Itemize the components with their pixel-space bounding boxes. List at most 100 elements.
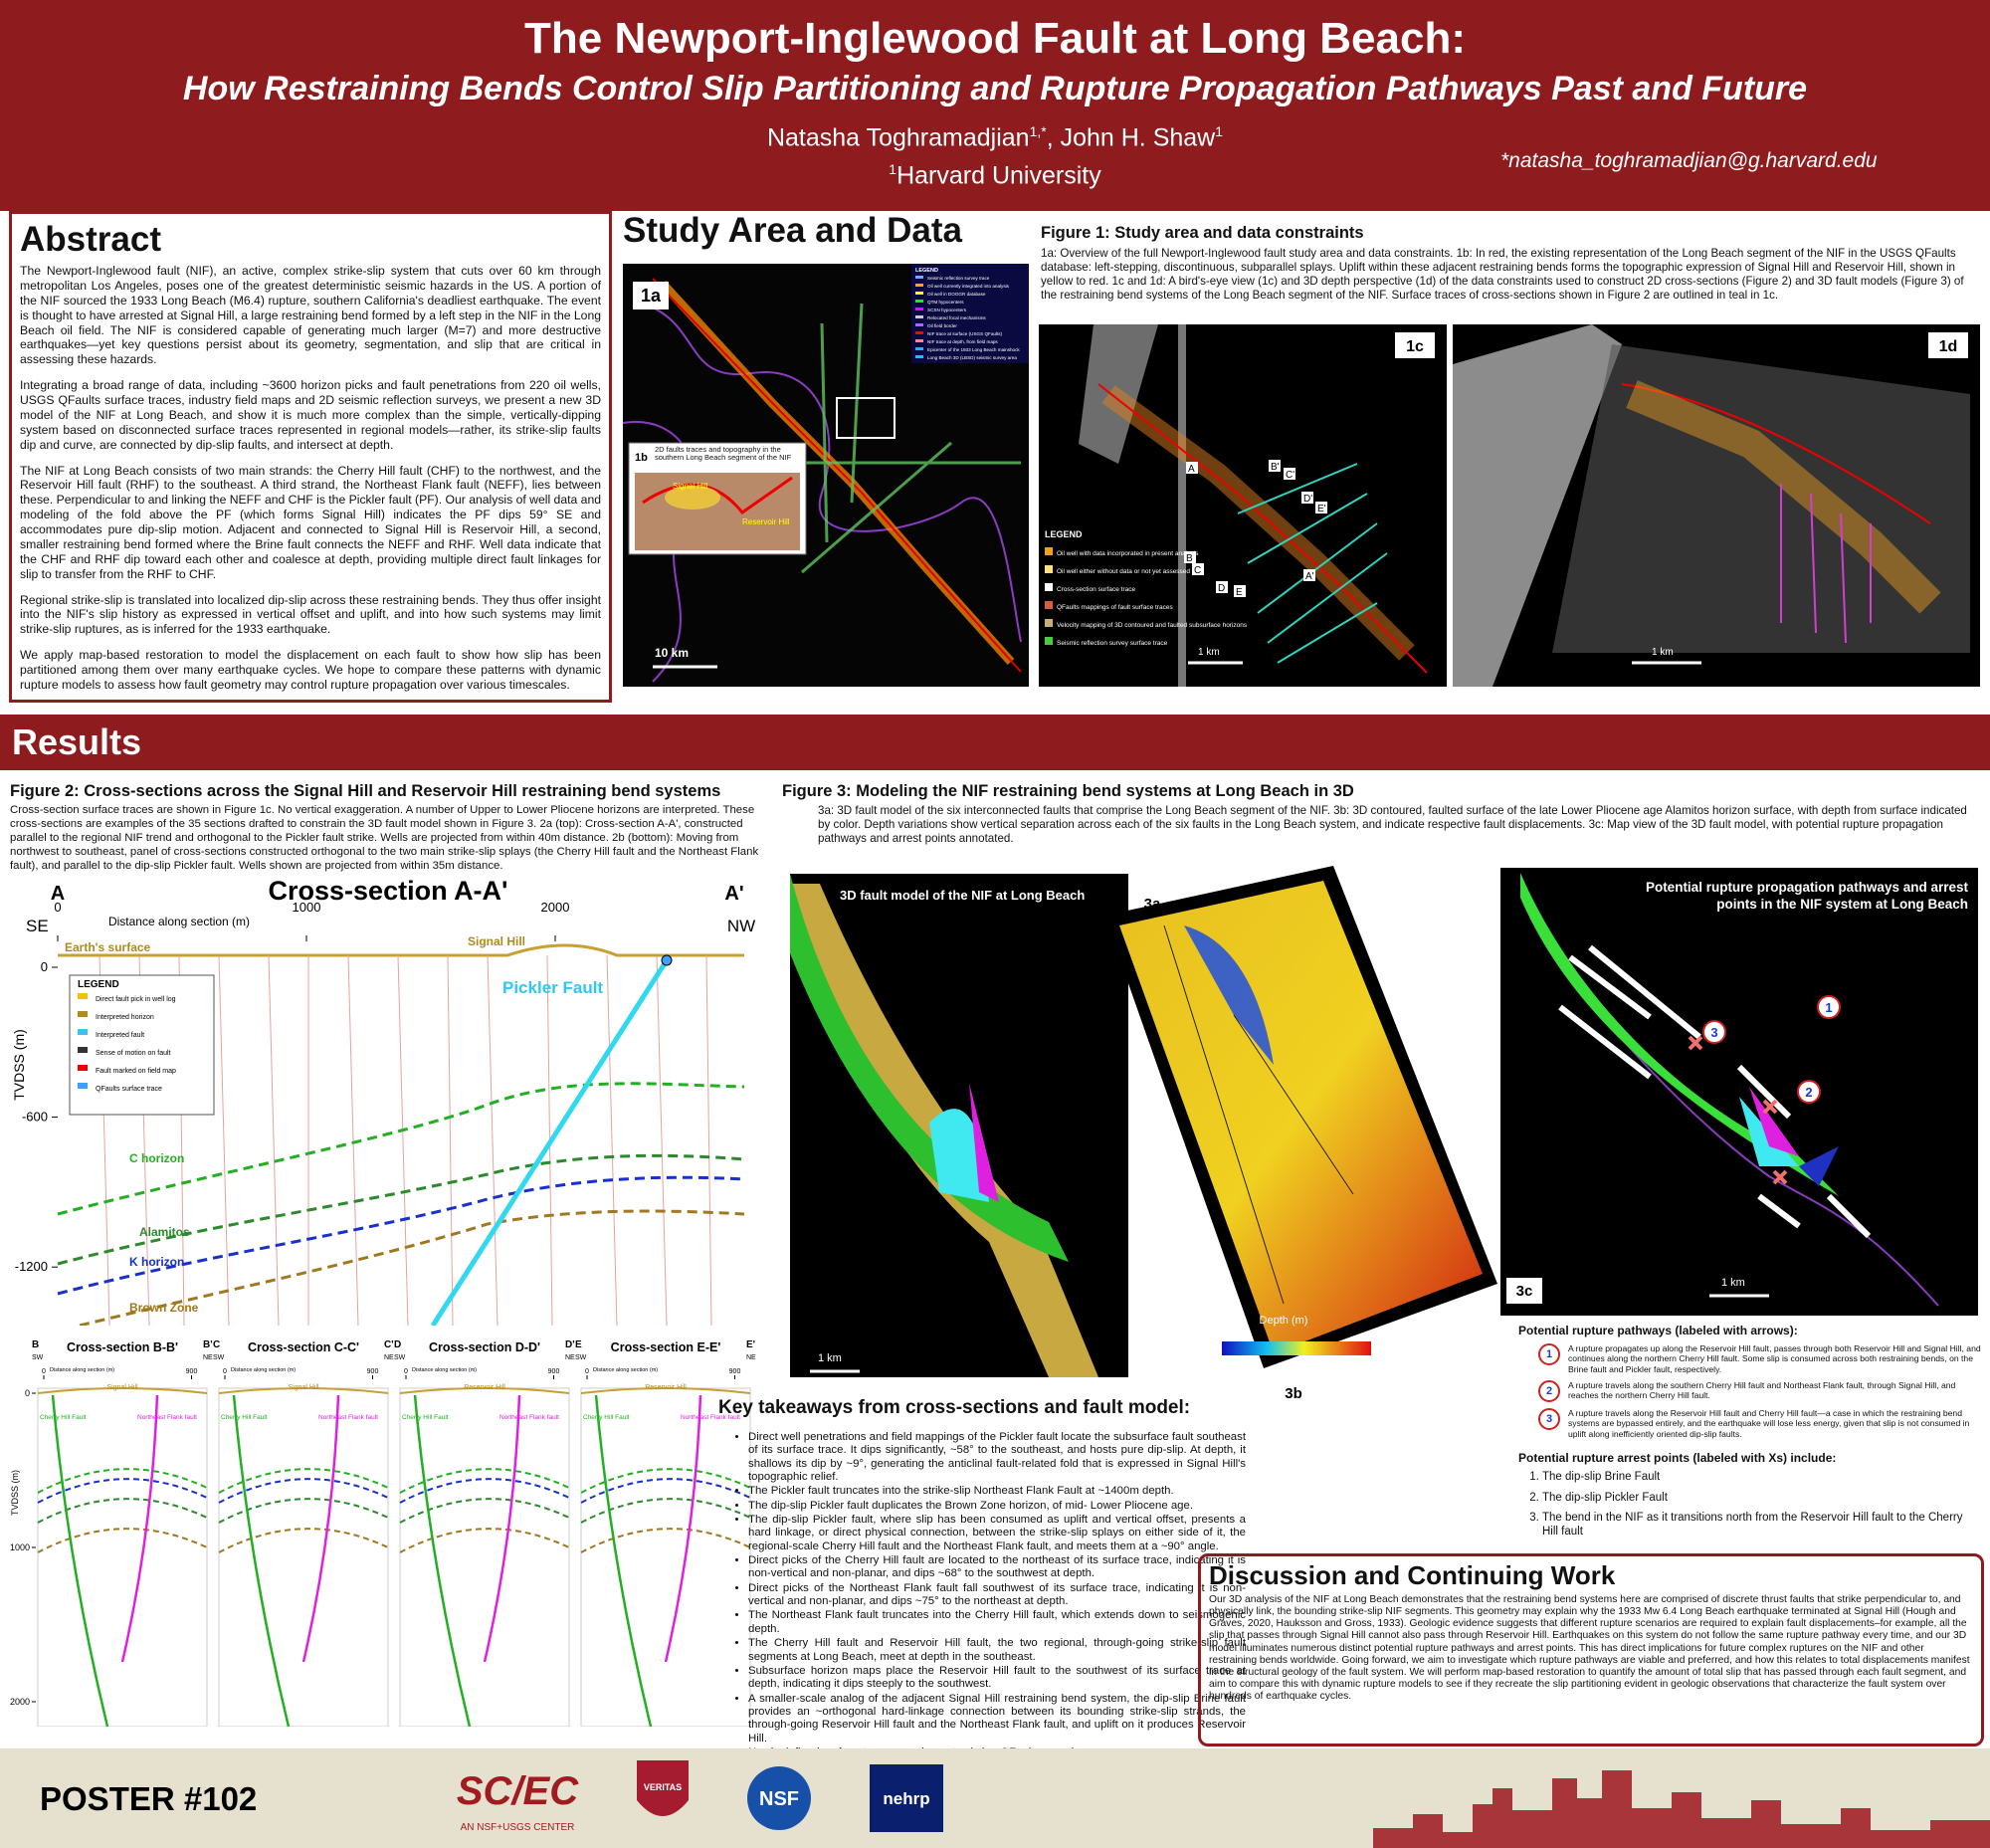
legend-item: Epicenter of the 1933 Long Beach mainsho…	[927, 347, 1020, 352]
legend-swatch	[78, 993, 88, 999]
deep-block	[1184, 925, 1274, 1065]
scale-label: 1 km	[1721, 1277, 1745, 1289]
fault-trace	[652, 278, 1022, 673]
legend-swatch	[1045, 547, 1053, 555]
legend-swatch	[915, 292, 923, 295]
label-bg	[1395, 332, 1435, 358]
legend-swatch	[1045, 565, 1053, 573]
legend-title: LEGEND	[915, 268, 938, 274]
scale-label: 1 km	[1652, 647, 1674, 658]
takeaways-list: Direct well penetrations and field mappi…	[730, 1431, 1246, 1759]
results-heading: Results	[12, 721, 142, 762]
arrest-points	[1688, 1035, 1788, 1185]
northeast-flank-fault	[1749, 1087, 1799, 1156]
affiliation-sup: 1	[889, 161, 897, 177]
key-takeaways: Key takeaways from cross-sections and fa…	[718, 1397, 1246, 1760]
legend-swatch	[1045, 583, 1053, 591]
inset-label: Signal Hill	[673, 482, 708, 491]
horizon	[399, 1468, 570, 1494]
small-sections: 0 -1000 -2000 TVDSS (m) Cross-section B-B' B B…	[7, 1334, 766, 1728]
fault-trace	[1621, 383, 1931, 524]
takeaway: Direct well penetrations and field mappi…	[748, 1431, 1246, 1484]
section-bg	[37, 1387, 208, 1728]
legend: LEGEND Direct fault pick in well log Inter…	[78, 979, 176, 1093]
direction: SE	[26, 917, 49, 935]
seismic-trace	[792, 303, 1021, 574]
arrow	[1588, 944, 1701, 1040]
label-bg	[1301, 492, 1313, 504]
legend-item: NIF trace at depth, from field maps	[927, 339, 998, 344]
takeaway: The dip-slip Pickler fault duplicates th…	[748, 1500, 1246, 1513]
horizon-c	[57, 1082, 745, 1216]
section-label: A	[1188, 464, 1195, 475]
section-title: Cross-section A-A'	[269, 876, 508, 906]
horizon-alamitos	[57, 1153, 745, 1266]
legend-swatch	[915, 331, 923, 334]
section-labels: A B' C' D' E' BC D E A'	[1184, 460, 1327, 598]
x-tick-label: 0	[404, 1368, 408, 1375]
abstract-paragraph: Integrating a broad range of data, inclu…	[20, 378, 601, 452]
pathways: 1 A rupture propagates up along the Reser…	[1538, 1343, 1981, 1439]
x-tick-label: 900	[548, 1368, 560, 1375]
oil-field-border	[642, 303, 1022, 643]
label-bg	[1234, 585, 1246, 597]
abstract-paragraph: Regional strike-slip is translated into …	[20, 592, 601, 637]
y-tick-label: 0	[41, 959, 48, 974]
label-bg	[1192, 563, 1204, 575]
horizon	[218, 1498, 389, 1524]
inset-label: Reservoir Hill	[742, 517, 790, 526]
horizon	[37, 1468, 208, 1494]
arrow	[1757, 1193, 1801, 1229]
section-bg	[218, 1387, 389, 1728]
horizon	[218, 1478, 389, 1504]
colorbar	[1222, 1341, 1371, 1355]
pathway-text: A rupture propagates up along the Reserv…	[1568, 1343, 1981, 1374]
section-label: A'	[1305, 571, 1314, 582]
label-bg	[1303, 569, 1315, 581]
figure1-caption: 1a: Overview of the full Newport-Inglewo…	[1041, 247, 1964, 303]
pathways-heading: Potential rupture pathways (labeled with…	[1518, 1324, 1798, 1337]
seismic-volume	[1453, 324, 1622, 687]
section-end: D'	[565, 1339, 575, 1350]
abstract-body: The Newport-Inglewood fault (NIF), an ac…	[20, 264, 601, 704]
legend-swatch	[915, 347, 923, 350]
legend-item: Seismic reflection survey surface trace	[1057, 640, 1168, 647]
horizon	[37, 1478, 208, 1504]
arrow	[1568, 954, 1652, 1020]
takeaway: The Northeast Flank fault truncates into…	[748, 1609, 1246, 1636]
axes: Cross-section A-A' A A' SE NW Distance along …	[11, 876, 755, 1315]
section-bg	[399, 1387, 570, 1728]
fault	[594, 1394, 653, 1728]
surface-line	[218, 1387, 389, 1394]
fault	[413, 1394, 472, 1728]
label-bg	[1284, 468, 1295, 480]
x-axis-label: Distance along section (m)	[50, 1367, 114, 1373]
surface-line	[580, 1387, 751, 1394]
study-heading: Study Area and Data	[623, 211, 963, 250]
pathway: 1 A rupture propagates up along the Reser…	[1538, 1343, 1981, 1374]
legend-item: Interpreted fault	[96, 1032, 144, 1039]
nehrp-logo	[870, 1764, 943, 1832]
direction: NE	[565, 1354, 575, 1361]
section-label: B'	[1271, 462, 1280, 473]
panel-label: 1d	[1939, 338, 1958, 355]
legend-box	[69, 974, 215, 1116]
cherry-hill-fault	[790, 874, 1069, 1262]
pathway: 2 A rupture travels along the southern Ch…	[1538, 1379, 1981, 1402]
marker-circle	[1817, 995, 1841, 1019]
label-bg	[1184, 551, 1196, 563]
small-sections-svg: 0 -1000 -2000 TVDSS (m) Cross-section B-B' B B…	[7, 1339, 756, 1728]
legend-item: SCSN hypocenters	[927, 308, 967, 312]
abstract-paragraph: The NIF at Long Beach consists of two ma…	[20, 463, 601, 581]
author-sup: 1,*	[1029, 123, 1047, 139]
discussion-text: Our 3D analysis of the NIF at Long Beach…	[1209, 1594, 1970, 1703]
section-label: C	[1194, 565, 1201, 576]
legend-item: Oil well either without data or not yet …	[1057, 568, 1190, 575]
hill-label: Reservoir Hill	[464, 1384, 505, 1391]
fault-label: Northeast Flank fault	[499, 1414, 559, 1421]
legend-swatch	[1045, 601, 1053, 609]
y-axis-label: TVDSS (m)	[11, 1029, 27, 1101]
label-bg	[633, 282, 669, 309]
author-sup: 1	[1215, 123, 1224, 139]
